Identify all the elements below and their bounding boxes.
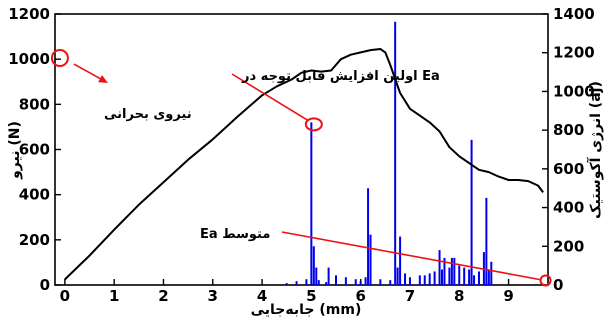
x-tick-label: 4 [257, 287, 267, 305]
annotations: اولین افزایش قابل توجه در Ea نیروی بحران… [50, 49, 552, 287]
x-tick-label: 2 [158, 287, 168, 305]
y-tick-label: 400 [19, 186, 50, 204]
x-tick-label: 9 [503, 287, 513, 305]
annotation-average-ea: Ea متوسط [200, 227, 270, 242]
annotation-critical-force: نیروی بحرانی [104, 107, 192, 122]
y2-tick-label: 600 [553, 160, 584, 178]
right-axis-ticks: 0 200 400 600 800 1000 1200 1400 [542, 5, 595, 294]
x-tick-label: 3 [208, 287, 218, 305]
x-tick-label: 0 [60, 287, 70, 305]
y-tick-label: 0 [40, 276, 50, 294]
y-axis-label: نیرو (N) [7, 121, 23, 180]
average-ea-circle [539, 274, 552, 287]
left-axis-ticks: 0 200 400 600 800 1000 1200 [8, 5, 61, 294]
y-tick-label: 200 [19, 231, 50, 249]
x-axis-ticks: 0 1 2 3 4 5 6 7 8 9 [60, 279, 514, 305]
x-tick-label: 8 [454, 287, 464, 305]
y2-tick-label: 0 [553, 276, 563, 294]
y-tick-label: 1200 [8, 5, 50, 23]
critical-force-circle [50, 49, 69, 68]
plot-frame [54, 13, 549, 286]
x-axis-label: جابه‌جایی (mm) [251, 302, 362, 318]
critical-force-arrow [73, 63, 103, 81]
first-increase-circle [304, 117, 323, 132]
y2-tick-label: 1200 [553, 44, 595, 62]
y2-tick-label: 200 [553, 237, 584, 255]
critical-force-arrow-head [98, 75, 108, 84]
y2-tick-label: 1400 [553, 5, 595, 23]
force-line [64, 48, 544, 281]
first-increase-pointer [231, 73, 309, 122]
x-tick-label: 1 [109, 287, 119, 305]
y-tick-label: 800 [19, 95, 50, 113]
y-tick-label: 1000 [8, 50, 50, 68]
y-tick-label: 600 [19, 141, 50, 159]
plot-border [54, 13, 549, 286]
x-tick-label: 5 [306, 287, 316, 305]
y2-axis-label: انرژی آکوستیک (aj) [586, 81, 604, 219]
x-tick-label: 7 [405, 287, 415, 305]
y2-tick-label: 800 [553, 121, 584, 139]
x-tick-label: 6 [355, 287, 365, 305]
force-series [64, 48, 544, 281]
y2-tick-label: 1000 [553, 82, 595, 100]
average-ea-pointer [281, 231, 540, 281]
annotation-first-increase: اولین افزایش قابل توجه در Ea [241, 69, 440, 84]
y2-tick-label: 400 [553, 199, 584, 217]
